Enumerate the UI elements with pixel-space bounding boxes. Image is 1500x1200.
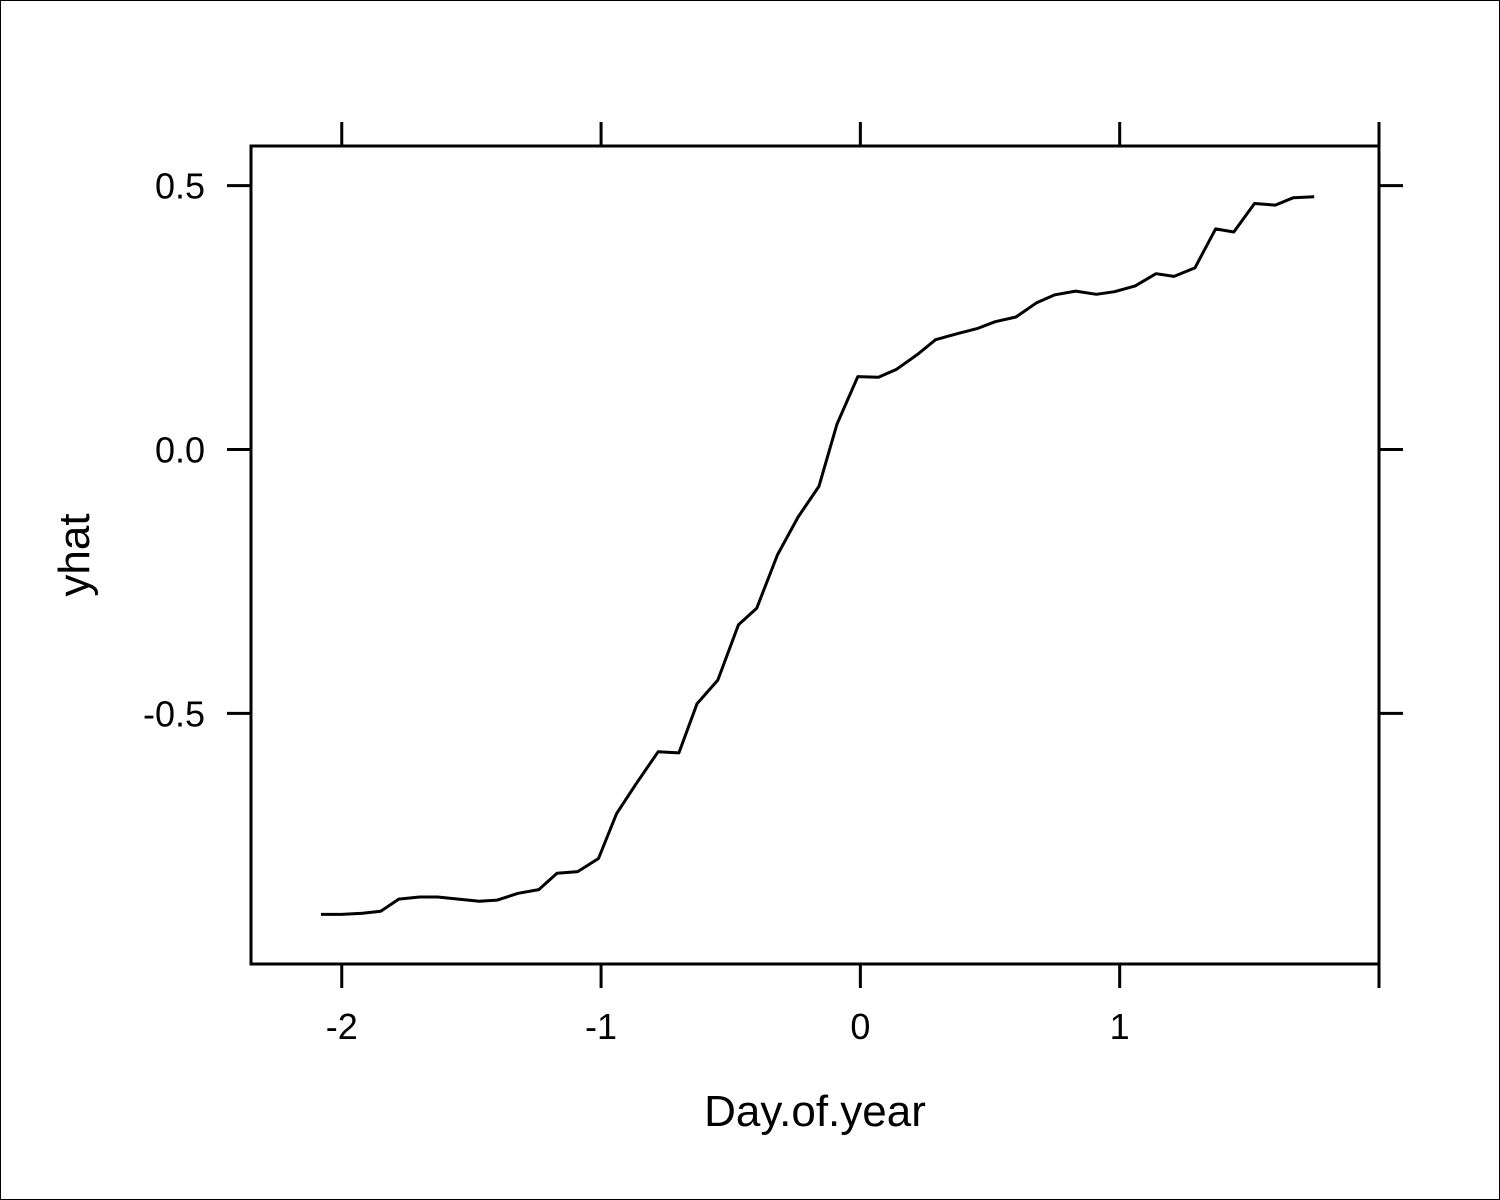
tick-labels: -2 -1 0 1 -0.5 0.0 0.5: [143, 166, 1130, 1047]
series-line: [321, 195, 1315, 916]
plot-panel-border: [249, 144, 1381, 966]
axis-ticks: [227, 122, 1403, 988]
y-axis-label: yhat: [50, 513, 99, 596]
x-tick-label: -2: [326, 1006, 358, 1047]
x-tick-label: 1: [1110, 1006, 1130, 1047]
x-tick-label: -1: [585, 1006, 617, 1047]
y-tick-label: 0.5: [155, 166, 205, 207]
y-tick-label: 0.0: [155, 429, 205, 470]
x-axis-label: Day.of.year: [704, 1087, 926, 1136]
x-tick-label: 0: [850, 1006, 870, 1047]
y-tick-label: -0.5: [143, 693, 205, 734]
